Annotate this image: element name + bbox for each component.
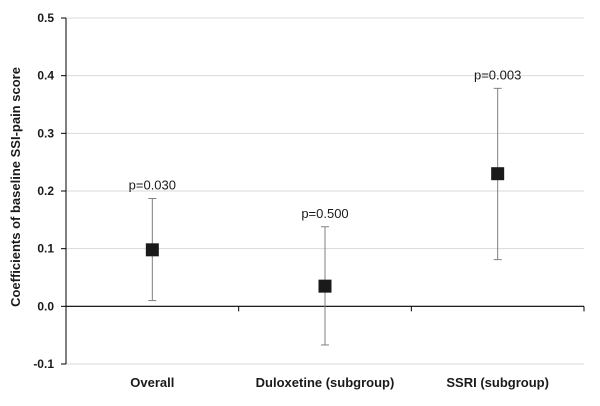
category-label: SSRI (subgroup) <box>446 375 549 390</box>
estimate-marker <box>145 243 159 257</box>
y-tick-label: 0.0 <box>37 299 54 313</box>
y-tick-labels: 0.5 0.4 0.3 0.2 0.1 0.0 -0.1 <box>33 11 66 371</box>
p-value-label: p=0.003 <box>474 67 521 82</box>
category-label: Overall <box>130 375 174 390</box>
p-value-label: p=0.500 <box>301 206 348 221</box>
y-tick-label: -0.1 <box>33 357 54 371</box>
y-tick-label: 0.5 <box>37 11 54 25</box>
estimates-series: p=0.030 p=0.500 p=0.003 <box>129 67 521 346</box>
data-point-group: p=0.030 <box>129 177 176 302</box>
category-labels: Overall Duloxetine (subgroup) SSRI (subgro… <box>130 375 549 390</box>
y-tick-label: 0.2 <box>37 184 54 198</box>
estimate-marker <box>491 167 505 181</box>
category-label: Duloxetine (subgroup) <box>256 375 395 390</box>
x-tick-marks <box>65 306 585 312</box>
data-point-group: p=0.003 <box>474 67 521 261</box>
p-value-label: p=0.030 <box>129 177 176 192</box>
estimate-marker <box>318 279 332 293</box>
data-point-group: p=0.500 <box>301 206 349 346</box>
y-axis-title: Coefficients of baseline SSI-pain score <box>8 67 23 307</box>
y-tick-label: 0.1 <box>37 242 54 256</box>
y-tick-label: 0.4 <box>37 69 54 83</box>
y-tick-label: 0.3 <box>37 126 54 140</box>
